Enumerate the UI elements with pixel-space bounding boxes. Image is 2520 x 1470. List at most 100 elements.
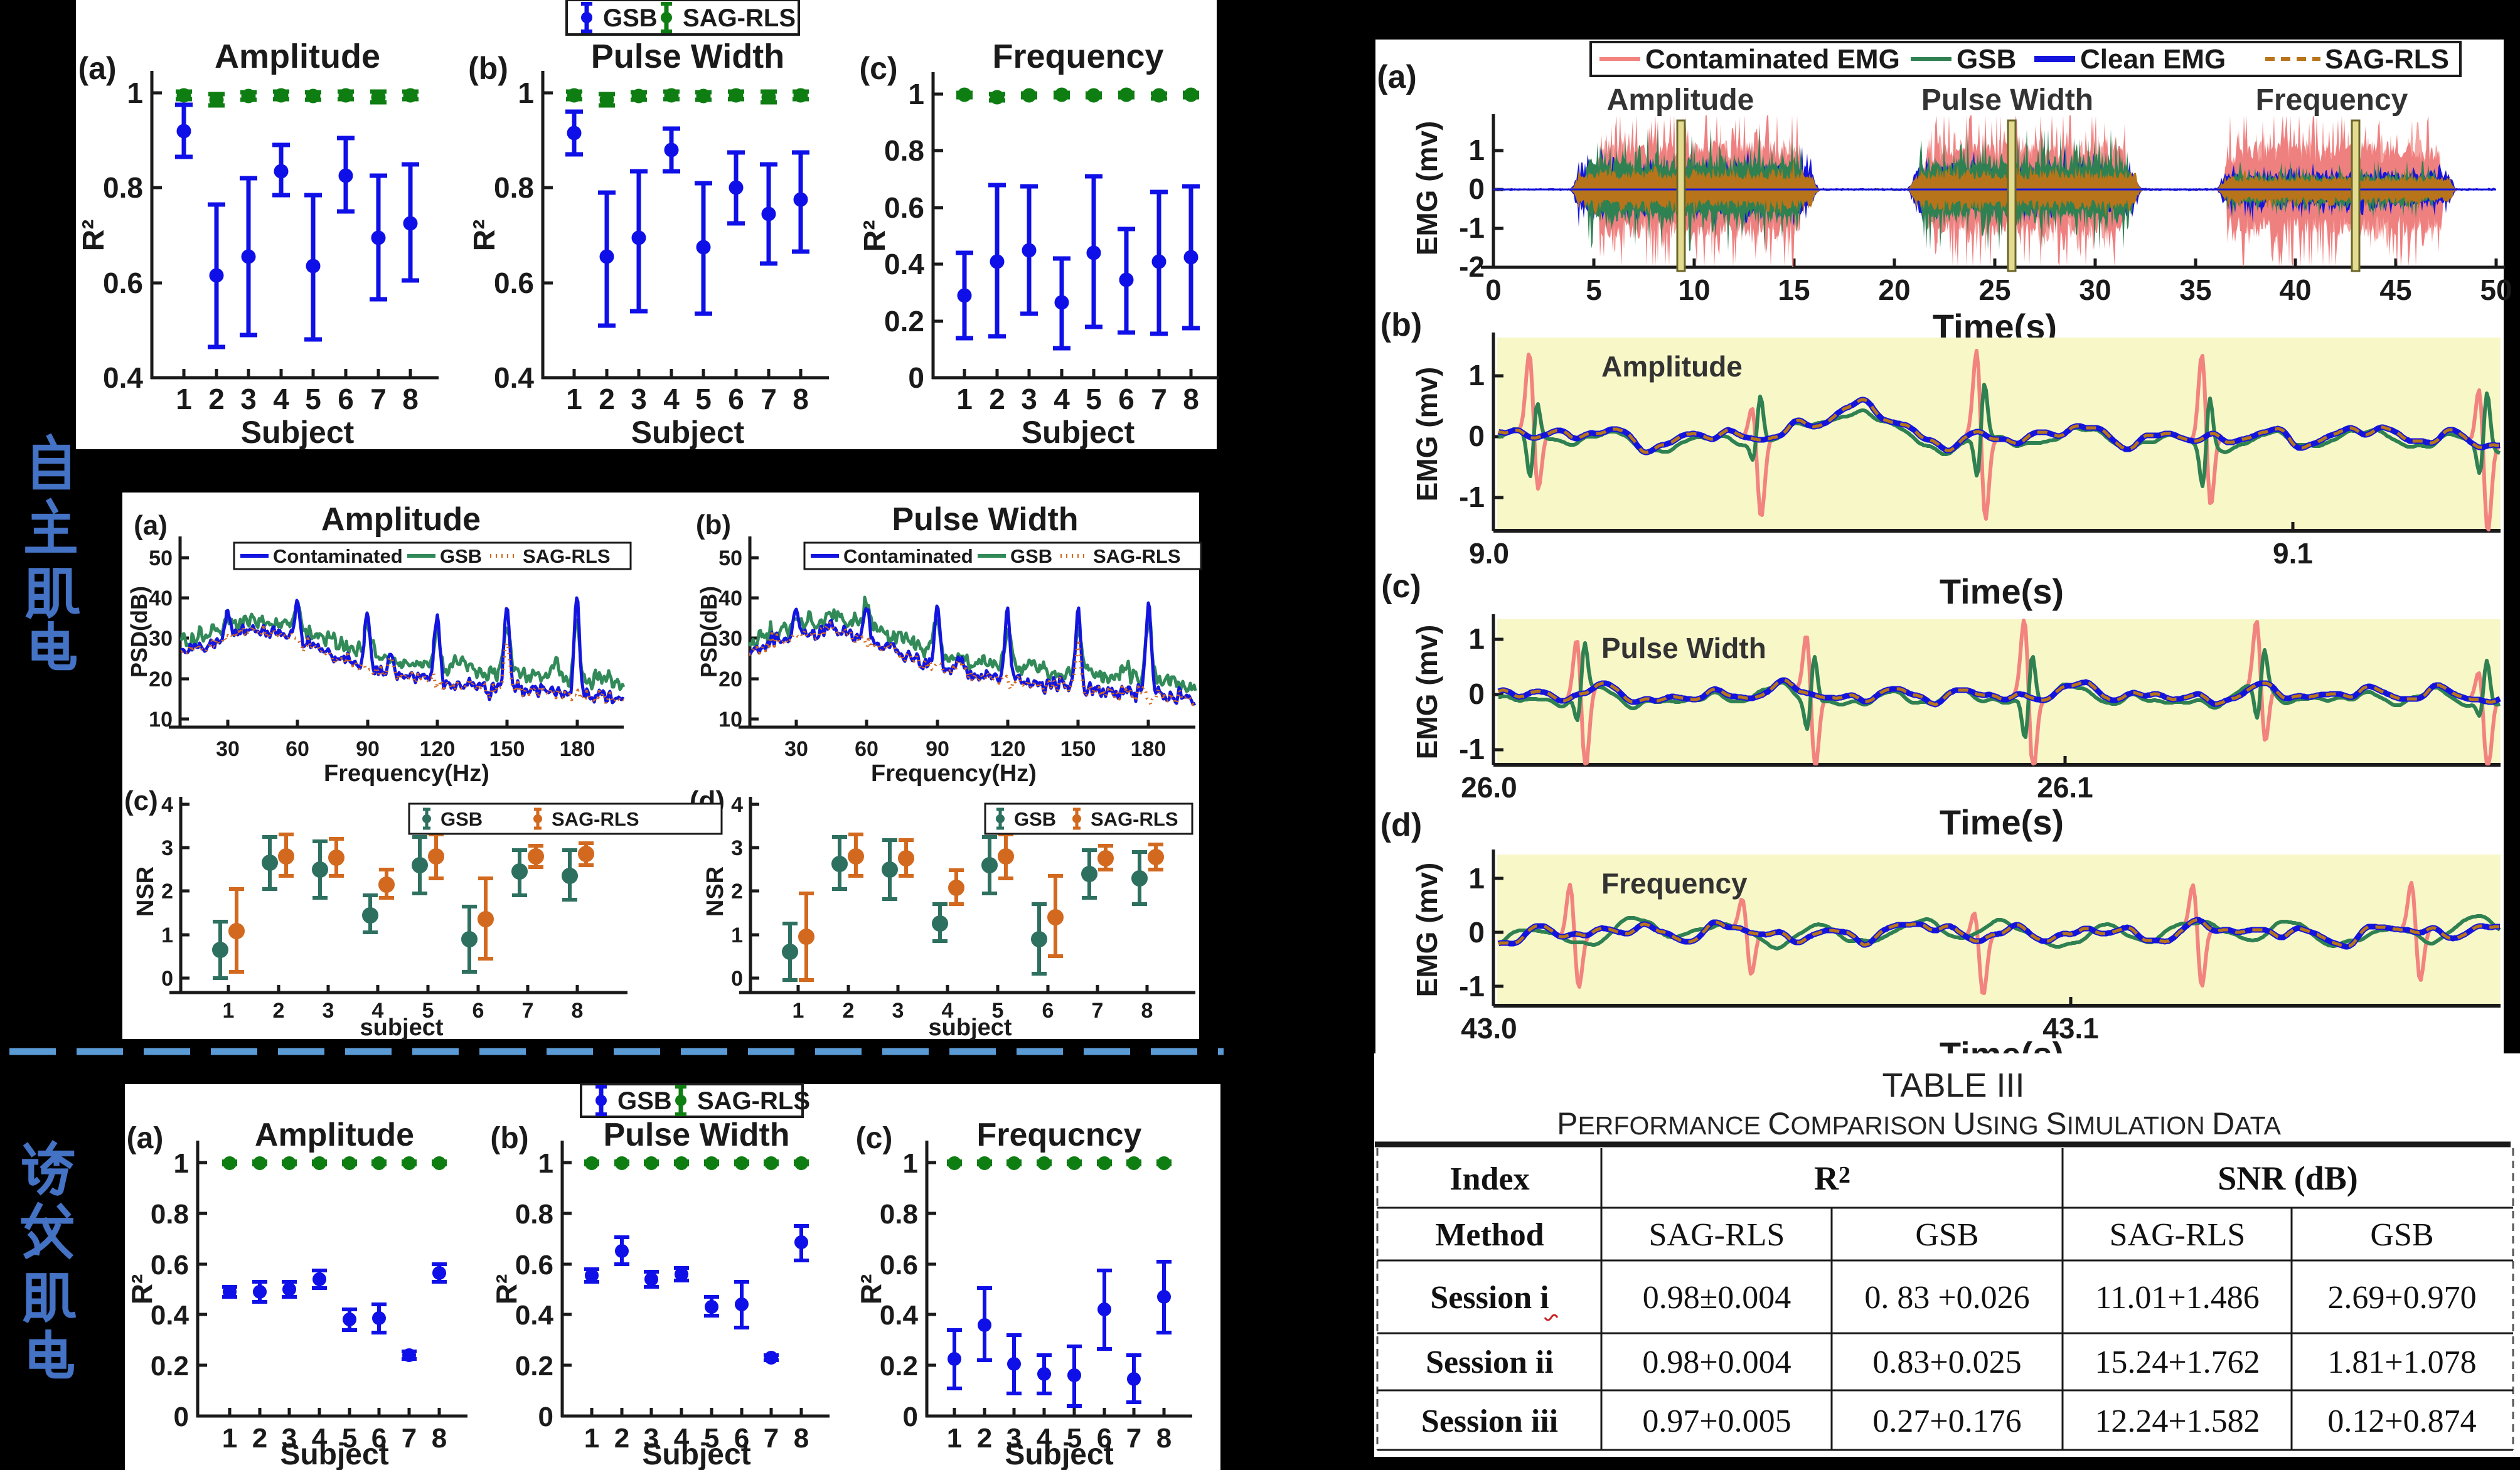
svg-text:10: 10 <box>1678 274 1710 306</box>
svg-text:Pulse Width: Pulse Width <box>892 501 1078 538</box>
svg-text:8: 8 <box>1141 999 1153 1023</box>
svg-text:Frequency: Frequency <box>2256 83 2408 117</box>
svg-text:SAG-RLS: SAG-RLS <box>2325 44 2449 75</box>
svg-text:PSD(dB): PSD(dB) <box>696 586 722 678</box>
svg-text:60: 60 <box>286 737 309 761</box>
svg-text:Subject: Subject <box>642 1438 750 1470</box>
svg-text:(c): (c) <box>124 786 158 816</box>
svg-text:3: 3 <box>282 1423 297 1454</box>
svg-text:EMG (mv): EMG (mv) <box>1411 121 1443 256</box>
svg-text:6: 6 <box>1097 1423 1112 1454</box>
svg-text:Subject: Subject <box>1022 415 1135 450</box>
svg-text:1: 1 <box>176 383 192 415</box>
svg-text:40: 40 <box>149 587 173 610</box>
svg-text:0.4: 0.4 <box>494 361 534 394</box>
svg-text:10: 10 <box>149 708 173 732</box>
svg-text:0.98+0.004: 0.98+0.004 <box>1642 1345 1791 1380</box>
svg-text:0.6: 0.6 <box>515 1250 553 1281</box>
svg-text:1: 1 <box>584 1423 599 1454</box>
svg-text:1: 1 <box>127 77 143 109</box>
svg-text:subject: subject <box>928 1015 1012 1041</box>
svg-text:SAG-RLS: SAG-RLS <box>1649 1217 1785 1253</box>
svg-text:0: 0 <box>731 967 743 991</box>
svg-text:5: 5 <box>305 383 321 415</box>
svg-text:R²: R² <box>490 1274 523 1305</box>
svg-text:45: 45 <box>2379 274 2411 306</box>
svg-text:0: 0 <box>903 1402 918 1432</box>
svg-text:0: 0 <box>908 361 924 394</box>
svg-text:0.6: 0.6 <box>151 1250 189 1281</box>
svg-text:Subject: Subject <box>280 1438 388 1470</box>
svg-text:SAG-RLS: SAG-RLS <box>1091 808 1178 830</box>
svg-text:25: 25 <box>1978 274 2010 306</box>
svg-text:8: 8 <box>793 383 809 415</box>
svg-text:1: 1 <box>1468 134 1485 166</box>
svg-text:(c): (c) <box>856 1122 893 1155</box>
svg-text:-2: -2 <box>1459 250 1485 283</box>
svg-text:4: 4 <box>1054 383 1070 415</box>
svg-text:120: 120 <box>420 737 456 761</box>
svg-text:7: 7 <box>1151 383 1167 415</box>
svg-text:Contaminated EMG: Contaminated EMG <box>1645 44 1900 75</box>
svg-text:0.2: 0.2 <box>515 1351 553 1382</box>
svg-text:5: 5 <box>704 1423 719 1454</box>
svg-text:Amplitude: Amplitude <box>321 501 481 538</box>
svg-text:EMG (mv): EMG (mv) <box>1411 863 1443 998</box>
svg-text:SAG-RLS: SAG-RLS <box>2110 1217 2246 1253</box>
svg-text:6: 6 <box>1042 999 1054 1023</box>
svg-text:EMG (mv): EMG (mv) <box>1411 625 1443 760</box>
svg-text:PERFORMANCE COMPARISON USING S: PERFORMANCE COMPARISON USING SIMULATION … <box>1557 1106 2281 1141</box>
svg-text:0.4: 0.4 <box>103 361 143 394</box>
svg-text:Pulse Width: Pulse Width <box>1921 83 2093 117</box>
svg-text:2: 2 <box>989 383 1005 415</box>
svg-text:1: 1 <box>223 999 235 1023</box>
svg-text:2: 2 <box>614 1423 629 1454</box>
svg-text:0.6: 0.6 <box>494 267 534 299</box>
svg-text:(b): (b) <box>490 1122 528 1155</box>
svg-text:(c): (c) <box>1381 568 1421 605</box>
svg-text:Subject: Subject <box>631 415 745 450</box>
svg-text:Frequency(Hz): Frequency(Hz) <box>871 760 1037 787</box>
svg-text:1: 1 <box>956 383 973 415</box>
svg-text:Session i: Session i <box>1430 1280 1549 1316</box>
svg-text:4: 4 <box>372 999 384 1023</box>
svg-text:12.24+1.582: 12.24+1.582 <box>2095 1403 2260 1439</box>
svg-text:GSB: GSB <box>617 1087 672 1115</box>
svg-text:Frequency(Hz): Frequency(Hz) <box>324 760 489 787</box>
svg-text:0.4: 0.4 <box>515 1300 554 1331</box>
svg-text:0: 0 <box>1485 274 1502 306</box>
svg-text:PSD(dB): PSD(dB) <box>126 586 152 678</box>
svg-text:NSR: NSR <box>702 866 729 917</box>
svg-text:0: 0 <box>538 1402 553 1432</box>
svg-text:Session iii: Session iii <box>1421 1403 1558 1439</box>
svg-text:20: 20 <box>149 668 173 691</box>
svg-text:7: 7 <box>1126 1423 1141 1454</box>
svg-text:0.98±0.004: 0.98±0.004 <box>1643 1280 1791 1316</box>
svg-text:0.2: 0.2 <box>151 1351 189 1382</box>
svg-text:0.6: 0.6 <box>880 1250 918 1281</box>
svg-text:1: 1 <box>222 1423 237 1454</box>
svg-text:15: 15 <box>1778 274 1810 306</box>
svg-text:30: 30 <box>2079 274 2111 306</box>
svg-text:1: 1 <box>566 383 582 415</box>
svg-text:Frequcncy: Frequcncy <box>977 1117 1142 1153</box>
svg-text:(b): (b) <box>468 51 508 86</box>
svg-text:1: 1 <box>1468 862 1485 895</box>
svg-text:40: 40 <box>2279 274 2311 306</box>
svg-text:(a): (a) <box>127 1122 164 1155</box>
svg-text:1: 1 <box>793 999 804 1023</box>
svg-text:43.0: 43.0 <box>1461 1012 1517 1045</box>
svg-text:GSB: GSB <box>440 808 483 830</box>
svg-text:Subject: Subject <box>1005 1438 1113 1470</box>
svg-text:2: 2 <box>599 383 615 415</box>
svg-text:120: 120 <box>990 737 1026 761</box>
svg-text:9.0: 9.0 <box>1469 537 1509 570</box>
svg-text:R²: R² <box>125 1274 158 1305</box>
svg-text:1: 1 <box>947 1423 962 1454</box>
svg-text:90: 90 <box>356 737 380 761</box>
svg-text:-1: -1 <box>1459 970 1485 1003</box>
svg-text:3: 3 <box>161 836 173 860</box>
svg-text:180: 180 <box>1131 737 1167 761</box>
svg-text:3: 3 <box>644 1423 659 1454</box>
svg-text:2: 2 <box>977 1423 992 1454</box>
